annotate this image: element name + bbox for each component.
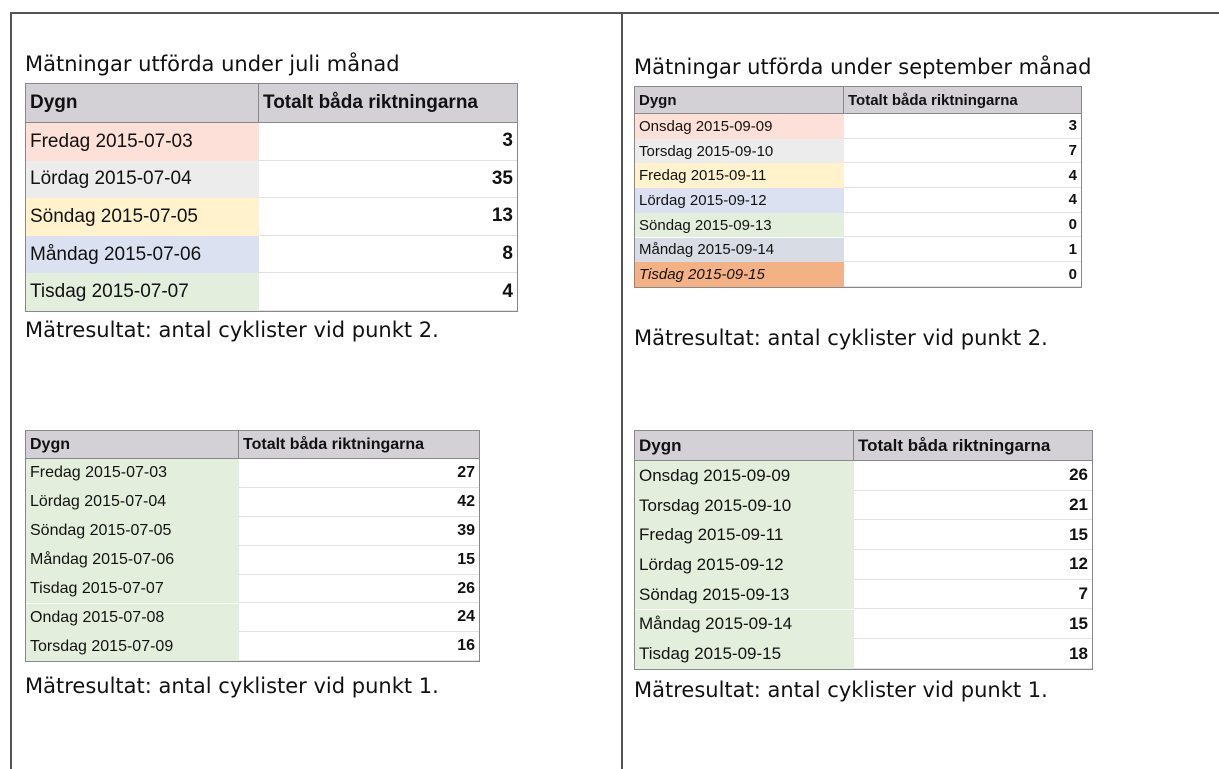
day-cell: Söndag 2015-07-05 <box>26 198 259 236</box>
day-cell: Måndag 2015-09-14 <box>635 609 854 640</box>
count-cell: 27 <box>239 459 479 488</box>
data-table: Dygn Totalt båda riktningarna Onsdag 2015-… <box>634 430 1093 670</box>
count-cell: 4 <box>844 163 1081 189</box>
count-cell: 16 <box>239 632 479 662</box>
day-cell: Lördag 2015-07-04 <box>26 487 239 517</box>
day-cell: Fredag 2015-07-03 <box>26 123 259 161</box>
count-cell: 0 <box>844 213 1081 238</box>
day-cell: Måndag 2015-09-14 <box>635 237 844 263</box>
frame-line <box>10 12 1219 14</box>
day-cell: Ondag 2015-07-08 <box>26 603 239 633</box>
column-header: Totalt båda riktningarna <box>844 87 1081 114</box>
day-cell: Söndag 2015-09-13 <box>635 212 844 238</box>
column-header: Totalt båda riktningarna <box>854 431 1092 461</box>
column-header: Dygn <box>26 431 239 459</box>
frame-line <box>621 12 623 769</box>
count-cell: 7 <box>854 580 1092 610</box>
count-cell: 26 <box>239 575 479 604</box>
day-cell: Fredag 2015-07-03 <box>26 459 239 488</box>
count-cell: 18 <box>854 639 1092 669</box>
count-cell: 13 <box>259 198 517 236</box>
day-cell: Fredag 2015-09-11 <box>635 163 844 189</box>
day-cell: Söndag 2015-07-05 <box>26 516 239 546</box>
caption: Mätresultat: antal cyklister vid punkt 2… <box>25 318 439 342</box>
count-cell: 4 <box>844 188 1081 213</box>
column-header: Totalt båda riktningarna <box>239 431 479 459</box>
frame-line <box>10 12 12 769</box>
data-table: Dygn Totalt båda riktningarna Fredag 2015-… <box>25 430 480 663</box>
day-cell: Lördag 2015-09-12 <box>635 188 844 213</box>
day-cell: Måndag 2015-07-06 <box>26 235 259 274</box>
day-cell: Tisdag 2015-09-15 <box>635 262 844 287</box>
day-cell: Tisdag 2015-09-15 <box>635 639 854 669</box>
count-cell: 42 <box>239 488 479 517</box>
day-cell: Torsdag 2015-07-09 <box>26 632 239 662</box>
count-cell: 7 <box>844 139 1081 164</box>
section-title: Mätningar utförda under juli månad <box>25 52 400 76</box>
count-cell: 3 <box>259 123 517 161</box>
count-cell: 24 <box>239 604 479 633</box>
count-cell: 12 <box>854 550 1092 580</box>
day-cell: Söndag 2015-09-13 <box>635 579 854 610</box>
count-cell: 8 <box>259 236 517 274</box>
count-cell: 1 <box>844 238 1081 263</box>
day-cell: Tisdag 2015-07-07 <box>26 273 259 311</box>
section-title: Mätningar utförda under september månad <box>634 55 1092 79</box>
day-cell: Lördag 2015-09-12 <box>635 550 854 580</box>
count-cell: 15 <box>854 610 1092 640</box>
count-cell: 39 <box>239 517 479 546</box>
day-cell: Fredag 2015-09-11 <box>635 520 854 551</box>
data-table: Dygn Totalt båda riktningarna Fredag 2015-… <box>25 83 518 312</box>
count-cell: 4 <box>259 273 517 311</box>
day-cell: Onsdag 2015-09-09 <box>635 114 844 139</box>
count-cell: 15 <box>854 520 1092 551</box>
count-cell: 0 <box>844 262 1081 287</box>
count-cell: 15 <box>239 546 479 575</box>
day-cell: Måndag 2015-07-06 <box>26 545 239 575</box>
caption: Mätresultat: antal cyklister vid punkt 1… <box>25 674 439 698</box>
column-header: Totalt båda riktningarna <box>259 84 517 123</box>
column-header: Dygn <box>26 84 259 123</box>
count-cell: 21 <box>854 491 1092 521</box>
day-cell: Torsdag 2015-09-10 <box>635 138 844 164</box>
count-cell: 3 <box>844 114 1081 139</box>
column-header: Dygn <box>635 87 844 114</box>
caption: Mätresultat: antal cyklister vid punkt 2… <box>634 326 1048 350</box>
day-cell: Lördag 2015-07-04 <box>26 160 259 199</box>
day-cell: Torsdag 2015-09-10 <box>635 490 854 521</box>
caption: Mätresultat: antal cyklister vid punkt 1… <box>634 678 1048 702</box>
count-cell: 35 <box>259 161 517 199</box>
count-cell: 26 <box>854 461 1092 491</box>
column-header: Dygn <box>635 431 854 461</box>
day-cell: Onsdag 2015-09-09 <box>635 461 854 491</box>
day-cell: Tisdag 2015-07-07 <box>26 574 239 604</box>
data-table: Dygn Totalt båda riktningarna Onsdag 2015-… <box>634 86 1082 288</box>
